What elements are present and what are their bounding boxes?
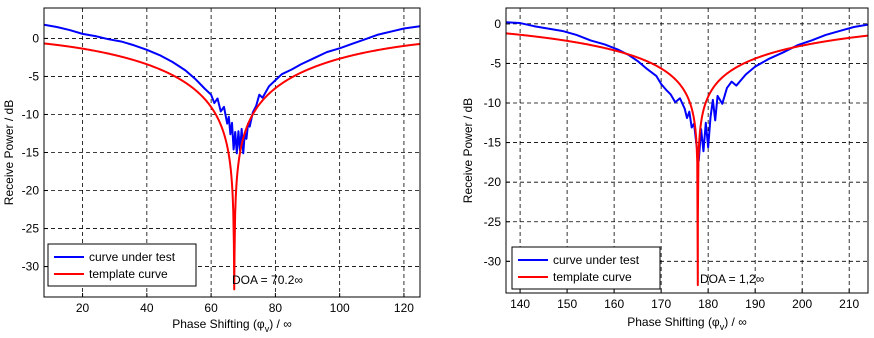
- legend-label: template curve: [89, 267, 168, 281]
- y-axis-label: Receive Power / dB: [2, 100, 16, 205]
- x-axis-label-main: Phase Shifting (φ: [172, 317, 265, 331]
- x-tick-label: 80: [269, 301, 283, 315]
- x-axis-label-main: Phase Shifting (φ: [627, 315, 720, 329]
- x-axis-label: Phase Shifting (φv) / ∞: [172, 317, 292, 334]
- y-tick-label: -5: [28, 69, 39, 83]
- legend-label: curve under test: [553, 253, 640, 267]
- y-tick-label: -15: [22, 146, 40, 160]
- x-tick-label: 120: [394, 301, 414, 315]
- x-tick-label: 190: [745, 297, 765, 311]
- y-tick-label: -20: [484, 175, 502, 189]
- x-axis-label-tail: ) / ∞: [724, 315, 747, 329]
- y-tick-label: -25: [22, 222, 40, 236]
- x-axis-label-tail: ) / ∞: [269, 317, 292, 331]
- legend-box: [511, 246, 661, 290]
- chart-panel-right: 140 150 160 170 180 190 200 210 0 -5 -10 -15 -20 -25 -…: [461, 7, 869, 332]
- legend: curve under test template curve: [47, 243, 197, 287]
- legend-label: curve under test: [89, 250, 176, 264]
- x-tick-label: 20: [76, 301, 90, 315]
- x-axis-label-subscript: v: [265, 324, 270, 334]
- x-tick-label: 140: [510, 297, 530, 311]
- y-tick-label: -5: [490, 56, 501, 70]
- y-axis-label: Receive Power / dB: [461, 98, 475, 203]
- y-tick-label: -10: [484, 96, 502, 110]
- y-tick-label: 0: [494, 17, 501, 31]
- legend-label: template curve: [553, 270, 632, 284]
- y-tick-label: -30: [22, 260, 40, 274]
- legend-box: [47, 243, 197, 287]
- doa-annotation: DOA = 1,2∞: [700, 272, 764, 286]
- x-tick-label: 160: [604, 297, 624, 311]
- x-axis-label: Phase Shifting (φv) / ∞: [627, 315, 747, 332]
- chart-panel-left: 20 40 60 80 100 120 0 -5 -10 -15 -20 -25 -30 curve un…: [2, 7, 421, 334]
- y-tick-label: -30: [484, 254, 502, 268]
- series-line-template-curve: [506, 32, 868, 287]
- x-tick-label: 170: [651, 297, 671, 311]
- x-tick-label: 60: [204, 301, 218, 315]
- doa-annotation: DOA = 70.2∞: [232, 273, 303, 287]
- x-axis-label-subscript: v: [720, 322, 725, 332]
- x-tick-label: 210: [839, 297, 859, 311]
- y-tick-label: -10: [22, 107, 40, 121]
- y-tick-label: -25: [484, 215, 502, 229]
- plot-area: [506, 8, 868, 293]
- x-tick-label: 180: [698, 297, 718, 311]
- legend: curve under test template curve: [511, 246, 661, 290]
- series-line-curve-under-test: [44, 23, 420, 155]
- axes-frame: [505, 7, 869, 294]
- y-tick-label: -20: [22, 184, 40, 198]
- x-tick-label: 40: [140, 301, 154, 315]
- y-tick-label: -15: [484, 136, 502, 150]
- y-tick-label: 0: [32, 31, 39, 45]
- x-tick-label: 150: [557, 297, 577, 311]
- x-tick-label: 100: [330, 301, 350, 315]
- x-tick-label: 200: [792, 297, 812, 311]
- axes-frame: [43, 7, 421, 298]
- series-line-template-curve: [44, 42, 420, 291]
